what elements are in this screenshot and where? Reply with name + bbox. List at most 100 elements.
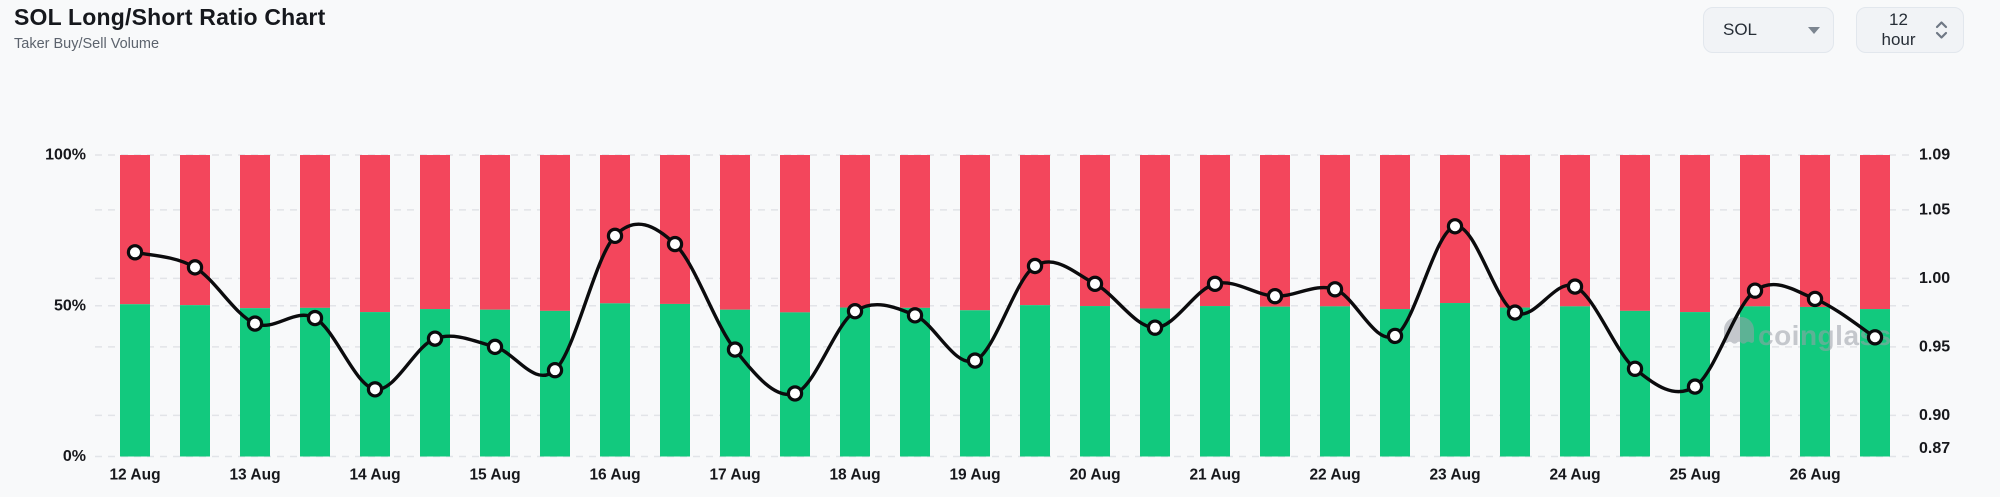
ratio-point[interactable] (1686, 378, 1704, 395)
ratio-point[interactable] (1746, 282, 1764, 299)
y-axis-left-label: 0% (63, 448, 86, 465)
taker-sell-bar[interactable] (120, 155, 150, 305)
taker-sell-bar[interactable] (720, 155, 750, 310)
ratio-point[interactable] (966, 352, 984, 369)
taker-buy-bar[interactable] (540, 310, 570, 457)
ratio-line (133, 222, 1877, 397)
taker-buy-bar[interactable] (1260, 306, 1290, 457)
ratio-line-points (126, 218, 1884, 402)
taker-sell-bar[interactable] (780, 155, 810, 313)
y-axis-right-label: 0.95 (1919, 338, 1950, 355)
taker-buy-bar[interactable] (1500, 307, 1530, 457)
ratio-point[interactable] (1566, 278, 1584, 295)
ratio-point[interactable] (1326, 281, 1344, 298)
ratio-point[interactable] (246, 315, 264, 332)
ratio-point[interactable] (1866, 329, 1884, 346)
x-axis-date-label: 16 Aug (589, 467, 640, 484)
taker-sell-bar[interactable] (900, 155, 930, 308)
ratio-point[interactable] (1806, 290, 1824, 308)
taker-buy-bar[interactable] (1080, 306, 1110, 457)
taker-buy-bar[interactable] (660, 303, 690, 457)
ratio-point[interactable] (426, 330, 444, 347)
x-axis-date-label: 12 Aug (109, 467, 160, 484)
ratio-point[interactable] (306, 309, 324, 327)
ratio-point[interactable] (1506, 304, 1524, 321)
unfold-more-icon (1935, 21, 1948, 39)
page-title: SOL Long/Short Ratio Chart (14, 4, 326, 30)
taker-buy-bar[interactable] (1020, 305, 1050, 457)
taker-buy-bar[interactable] (1440, 303, 1470, 457)
taker-buy-bar[interactable] (120, 304, 150, 457)
ratio-point[interactable] (786, 385, 804, 402)
ratio-point[interactable] (846, 303, 864, 320)
taker-buy-bar[interactable] (1200, 306, 1230, 457)
taker-buy-bar[interactable] (240, 308, 270, 457)
ratio-point[interactable] (1266, 287, 1284, 305)
x-axis-date-label: 15 Aug (469, 467, 520, 484)
taker-sell-bar[interactable] (1620, 155, 1650, 311)
taker-buy-bar[interactable] (180, 305, 210, 457)
chevron-down-icon (1808, 26, 1820, 34)
x-axis-date-label: 24 Aug (1549, 467, 1600, 484)
taker-sell-bar[interactable] (300, 155, 330, 308)
taker-sell-bar[interactable] (1500, 155, 1530, 308)
x-axis-date-label: 18 Aug (829, 467, 880, 484)
taker-sell-bar[interactable] (1380, 155, 1410, 310)
taker-sell-bar[interactable] (1020, 155, 1050, 306)
x-axis-date-label: 17 Aug (709, 467, 760, 484)
ratio-point[interactable] (1446, 218, 1464, 235)
taker-buy-bar[interactable] (1320, 306, 1350, 457)
taker-sell-bar[interactable] (540, 155, 570, 311)
taker-sell-bar[interactable] (660, 155, 690, 304)
x-axis-date-label: 19 Aug (949, 467, 1000, 484)
taker-sell-bar[interactable] (420, 155, 450, 310)
taker-buy-bar[interactable] (840, 307, 870, 457)
interval-select[interactable]: 12 hour (1856, 7, 1964, 53)
taker-sell-bar[interactable] (1860, 155, 1890, 310)
taker-sell-bar[interactable] (180, 155, 210, 306)
y-axis-right: 1.09 1.05 1.00 0.95 0.90 0.87 (1919, 147, 1950, 458)
y-axis-right-label: 0.87 (1919, 440, 1950, 457)
ratio-point[interactable] (546, 361, 564, 379)
ratio-point[interactable] (1086, 275, 1104, 293)
x-axis-date-label: 26 Aug (1789, 467, 1840, 484)
taker-buy-bar[interactable] (960, 310, 990, 457)
taker-sell-bar[interactable] (1680, 155, 1710, 313)
ratio-point[interactable] (906, 307, 924, 324)
ratio-point[interactable] (126, 244, 144, 261)
taker-buy-bar[interactable] (480, 309, 510, 457)
taker-buy-bar[interactable] (1800, 306, 1830, 457)
taker-sell-bar[interactable] (1260, 155, 1290, 307)
taker-sell-bar[interactable] (1800, 155, 1830, 307)
taker-sell-bar[interactable] (1740, 155, 1770, 307)
taker-buy-bar[interactable] (1620, 310, 1650, 457)
taker-buy-bar[interactable] (300, 307, 330, 457)
ratio-point[interactable] (1386, 327, 1404, 345)
ratio-point[interactable] (726, 341, 744, 358)
taker-sell-bar[interactable] (1140, 155, 1170, 309)
ratio-point[interactable] (1626, 360, 1644, 377)
taker-sell-bar[interactable] (240, 155, 270, 309)
ratio-point[interactable] (486, 338, 504, 356)
ratio-point[interactable] (366, 381, 384, 398)
ratio-point[interactable] (606, 227, 624, 245)
symbol-select-value: SOL (1723, 20, 1758, 39)
ratio-point[interactable] (186, 259, 204, 276)
ratio-point[interactable] (1146, 319, 1164, 336)
taker-buy-bar[interactable] (600, 303, 630, 457)
ratio-point[interactable] (1206, 275, 1224, 293)
taker-sell-bar[interactable] (360, 155, 390, 313)
y-axis-left: 100% 50% 0% (45, 147, 86, 466)
taker-sell-bar[interactable] (960, 155, 990, 311)
taker-sell-bar[interactable] (480, 155, 510, 310)
ratio-point[interactable] (666, 235, 684, 253)
x-axis-date-label: 21 Aug (1189, 467, 1240, 484)
symbol-select[interactable]: SOL (1703, 7, 1834, 53)
y-axis-right-label: 0.90 (1919, 407, 1950, 424)
y-axis-left-label: 50% (54, 297, 86, 314)
taker-buy-bar[interactable] (1560, 306, 1590, 457)
taker-buy-bar[interactable] (900, 307, 930, 457)
ratio-point[interactable] (1026, 257, 1044, 275)
taker-sell-bar[interactable] (840, 155, 870, 308)
